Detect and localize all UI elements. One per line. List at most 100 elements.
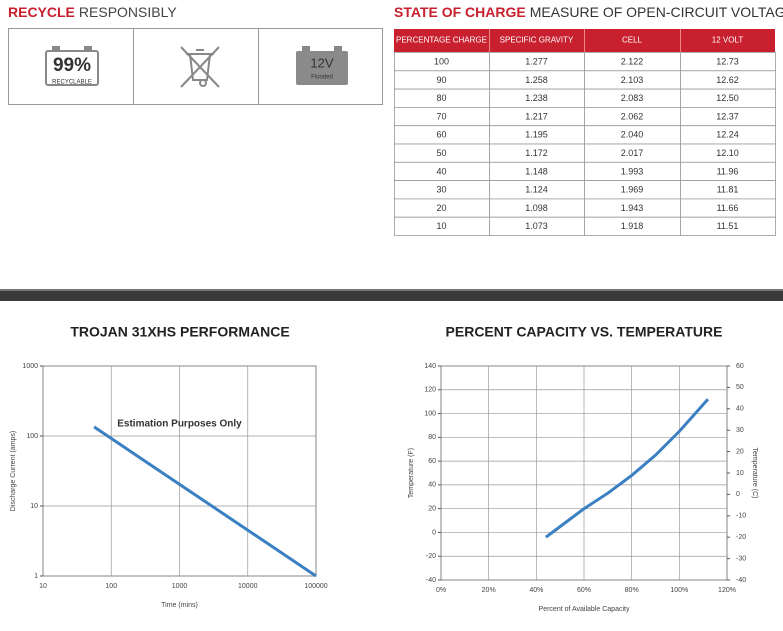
y-tick-label: -20 bbox=[426, 553, 436, 560]
cell-text: 12.50 bbox=[716, 93, 739, 103]
x-tick-label: 10000 bbox=[238, 583, 258, 590]
cell-text: 70 bbox=[436, 111, 446, 121]
cell-text: 2.122 bbox=[621, 57, 644, 67]
cell-text: 1.073 bbox=[525, 221, 548, 231]
recycle-title-rest: RESPONSIBLY bbox=[79, 4, 177, 20]
y2-tick-label: 0 bbox=[736, 491, 740, 498]
x-tick-label: 10 bbox=[39, 583, 47, 590]
cell-text: 11.66 bbox=[717, 203, 739, 213]
cell-text: 2.103 bbox=[621, 75, 644, 85]
y2-tick-label: -40 bbox=[736, 577, 746, 584]
recyclable-percent: 99% bbox=[53, 55, 91, 76]
cell-text: 11.96 bbox=[717, 166, 739, 176]
y2-tick-label: 20 bbox=[736, 448, 744, 455]
x-tick-label: 0% bbox=[436, 587, 446, 594]
x-tick-label: 100 bbox=[105, 583, 117, 590]
cell-text: 11.51 bbox=[717, 221, 739, 231]
cell-text: 12.24 bbox=[716, 130, 739, 140]
y2-tick-label: 40 bbox=[736, 406, 744, 413]
y-tick-label: 20 bbox=[428, 506, 436, 513]
soc-subtitle: MEASURE OF OPEN-CIRCUIT VOLTAGE bbox=[530, 4, 783, 20]
data-line bbox=[93, 425, 317, 578]
cell-text: 12.73 bbox=[716, 57, 739, 67]
y-axis-label: Discharge Current (amps) bbox=[10, 431, 17, 512]
cell-text: 1.277 bbox=[525, 57, 548, 67]
chart-title: PERCENT CAPACITY VS. TEMPERATURE bbox=[446, 324, 723, 340]
recycle-box bbox=[8, 28, 383, 105]
cell-text: 12.10 bbox=[716, 148, 739, 158]
cell-text: 1.238 bbox=[525, 93, 548, 103]
cell-text: 1.098 bbox=[525, 203, 548, 213]
cell-text: 1.918 bbox=[621, 221, 644, 231]
y2-tick-label: 10 bbox=[736, 470, 744, 477]
cell-text: 11.81 bbox=[717, 185, 739, 195]
cell-text: 1.172 bbox=[525, 148, 548, 158]
recycle-heading: RECYCLE RESPONSIBLY bbox=[8, 4, 177, 20]
x-tick-label: 120% bbox=[718, 587, 736, 594]
y-tick-label: 100 bbox=[424, 410, 436, 417]
column-header: 12 VOLT bbox=[712, 36, 744, 45]
table-cell bbox=[680, 216, 776, 236]
cell-text: 1.124 bbox=[525, 185, 548, 195]
data-line bbox=[545, 398, 710, 539]
cell-text: 2.062 bbox=[621, 111, 644, 121]
y-tick-label: 140 bbox=[424, 363, 436, 370]
voltage: 12V bbox=[310, 55, 333, 70]
column-header: PERCENTAGE CHARGE bbox=[396, 36, 487, 45]
cell-text: 1.943 bbox=[621, 203, 644, 213]
voltage-type: Flooded bbox=[311, 75, 333, 81]
y2-tick-label: 50 bbox=[736, 384, 744, 391]
y-tick-label: 60 bbox=[428, 458, 436, 465]
y-tick-label: 120 bbox=[424, 387, 436, 394]
x-tick-label: 40% bbox=[529, 587, 543, 594]
cell-text: 1.195 bbox=[525, 130, 548, 140]
cell-text: 100 bbox=[434, 57, 449, 67]
cell-text: 80 bbox=[436, 93, 446, 103]
y2-tick-label: -30 bbox=[736, 555, 746, 562]
annotation: Estimation Purposes Only bbox=[117, 419, 242, 430]
y2-tick-label: 60 bbox=[736, 363, 744, 370]
y-tick-label: 100 bbox=[26, 433, 38, 440]
x-tick-label: 100000 bbox=[304, 583, 327, 590]
soc-table: PERCENTAGE CHARGE SPECIFIC GRAVITY CELL 12 … bbox=[394, 29, 776, 236]
y-tick-label: 0 bbox=[432, 529, 436, 536]
cell-text: 12.62 bbox=[716, 75, 739, 85]
x-axis-label: Time (mins) bbox=[161, 602, 198, 609]
cell-text: 1.969 bbox=[621, 185, 644, 195]
y-tick-label: 1 bbox=[34, 573, 38, 580]
x-tick-label: 20% bbox=[482, 587, 496, 594]
chart-title: TROJAN 31XHS PERFORMANCE bbox=[70, 324, 289, 340]
y-axis-label: Temperature (F) bbox=[408, 448, 415, 498]
cell-text: 2.017 bbox=[621, 148, 644, 158]
cell-text: 2.040 bbox=[621, 130, 644, 140]
x-tick-label: 100% bbox=[670, 587, 688, 594]
y2-tick-label: 30 bbox=[736, 427, 744, 434]
cell-text: 50 bbox=[436, 148, 446, 158]
x-tick-label: 60% bbox=[577, 587, 591, 594]
x-tick-label: 1000 bbox=[172, 583, 188, 590]
band bbox=[0, 289, 783, 301]
y2-tick-label: -20 bbox=[736, 534, 746, 541]
x-axis-label: Percent of Available Capacity bbox=[539, 606, 630, 613]
y-tick-label: 40 bbox=[428, 482, 436, 489]
recyclable-icon: 99% RECYCLABLE bbox=[45, 46, 99, 86]
cell-text: 60 bbox=[436, 130, 446, 140]
cell-text: 30 bbox=[436, 185, 446, 195]
cell-text: 2.083 bbox=[621, 93, 644, 103]
cell-text: 40 bbox=[436, 166, 446, 176]
recyclable-label: RECYCLABLE bbox=[52, 80, 92, 86]
recycle-title: RECYCLE bbox=[8, 4, 75, 20]
y2-axis-label: Temperature (C) bbox=[751, 448, 758, 499]
soc-title: STATE OF CHARGE bbox=[394, 4, 526, 20]
column-header: CELL bbox=[622, 36, 643, 45]
y-tick-label: 80 bbox=[428, 434, 436, 441]
battery-icon: 12V Flooded bbox=[296, 46, 348, 85]
soc-heading: STATE OF CHARGE MEASURE OF OPEN-CIRCUIT V… bbox=[394, 4, 783, 20]
column-header: SPECIFIC GRAVITY bbox=[500, 36, 574, 45]
cell-text: 1.148 bbox=[525, 166, 548, 176]
cell-text: 12.37 bbox=[716, 111, 739, 121]
y2-tick-label: -10 bbox=[736, 513, 746, 520]
band-edge bbox=[0, 289, 783, 291]
cell-text: 20 bbox=[436, 203, 446, 213]
